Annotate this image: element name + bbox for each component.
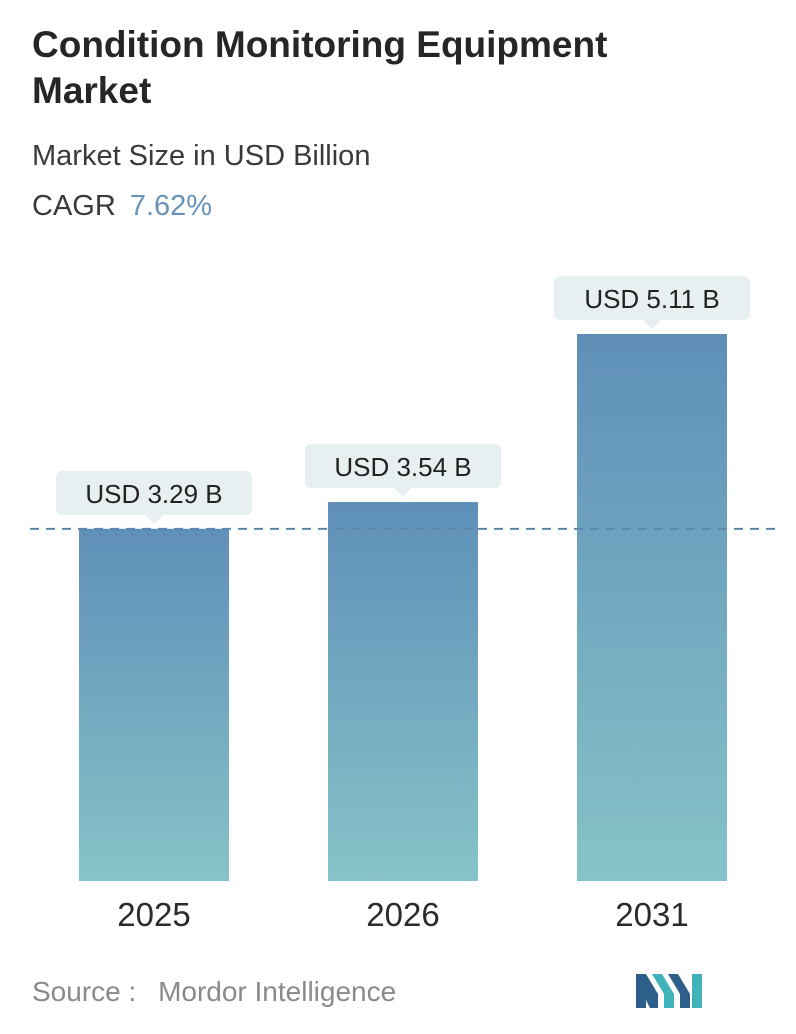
cagr-label: CAGR xyxy=(32,190,116,222)
mordor-intelligence-logo-icon xyxy=(636,974,702,1008)
bar-chart: USD 3.29 B 2025 USD 3.54 B 2026 USD 5.11 B 20… xyxy=(30,276,782,933)
x-tick-label-2031: 2031 xyxy=(615,896,688,933)
value-label-2025: USD 3.29 B xyxy=(56,470,252,524)
bar-2025 xyxy=(79,528,229,881)
chart-subtitle: Market Size in USD Billion xyxy=(32,140,371,172)
value-label-text: USD 5.11 B xyxy=(584,284,719,314)
value-label-2031: USD 5.11 B xyxy=(554,276,750,329)
value-label-text: USD 3.54 B xyxy=(334,452,471,482)
value-label-box xyxy=(554,276,750,320)
value-label-box xyxy=(56,470,252,515)
value-label-box xyxy=(305,444,501,489)
value-label-pointer xyxy=(643,320,661,329)
cagr-value: 7.62% xyxy=(129,190,213,222)
value-label-pointer xyxy=(394,488,412,498)
source-value: Mordor Intelligence xyxy=(158,976,397,1007)
bar-2026 xyxy=(328,502,478,881)
source-label: Source : xyxy=(32,976,137,1007)
labels-layer: USD 3.29 B 2025 USD 3.54 B 2026 USD 5.11 B 20… xyxy=(56,276,750,933)
value-label-pointer xyxy=(145,514,163,524)
cagr-row: CAGR 7.62% xyxy=(32,190,212,223)
x-tick-label-2025: 2025 xyxy=(117,896,190,933)
bar-2031 xyxy=(577,334,727,881)
bars-layer xyxy=(79,334,727,881)
value-label-2026: USD 3.54 B xyxy=(305,444,501,498)
value-label-text: USD 3.29 B xyxy=(85,479,222,509)
chart-title: Condition Monitoring Equipment Market xyxy=(32,24,608,111)
x-tick-label-2026: 2026 xyxy=(366,896,439,933)
source-line: Source : Mordor Intelligence xyxy=(32,976,396,1008)
